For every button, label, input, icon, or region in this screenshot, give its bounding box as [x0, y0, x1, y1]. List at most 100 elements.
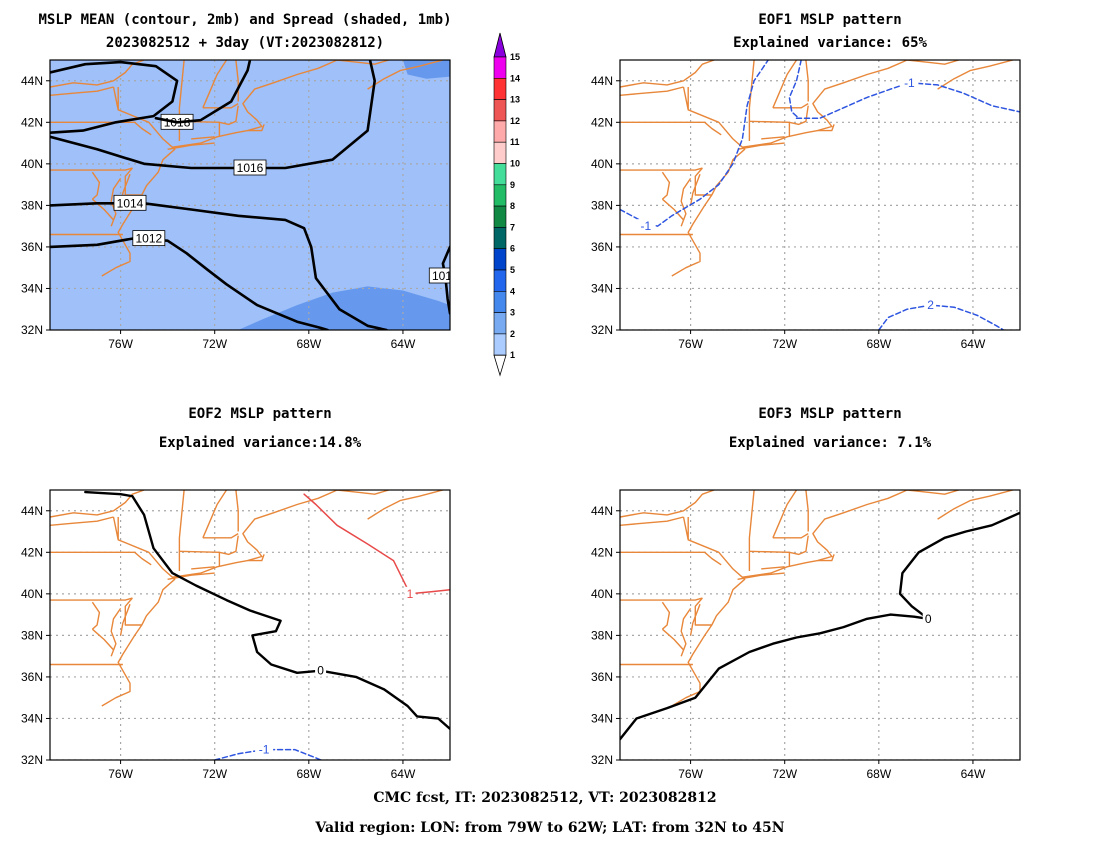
- coastline-boundary: [50, 551, 152, 566]
- lon-tick-label: 68W: [296, 337, 321, 351]
- lat-tick-label: 38N: [591, 628, 613, 642]
- lat-tick-label: 40N: [21, 157, 43, 171]
- coastline-boundary: [337, 490, 389, 495]
- coastline-boundary: [817, 554, 835, 562]
- coastline-boundary: [202, 60, 228, 109]
- contour-label-1014: 1014: [117, 196, 144, 210]
- spread-shading-1-2: [50, 60, 450, 330]
- coastline-boundary: [671, 516, 746, 707]
- coastline-boundary: [50, 86, 114, 96]
- coastline-boundary: [689, 603, 701, 636]
- eof1-map-panel: -1 -1 2 44N 42N 40N 38N 36N 34N 32N 76W 72W 68W 64W: [591, 59, 1021, 351]
- map-frame: [49, 489, 451, 761]
- lat-tick-label: 32N: [591, 323, 613, 337]
- contour-line--1: [620, 60, 769, 227]
- coastline-boundary: [167, 142, 215, 150]
- lon-tick-label: 64W: [391, 767, 416, 781]
- colorbar-swatch: [493, 99, 507, 122]
- eof3-panel-subtitle: Explained variance: 7.1%: [729, 435, 932, 451]
- contour-line-1: [303, 493, 450, 595]
- colorbar-swatch: [493, 141, 507, 164]
- coastline-boundary: [937, 60, 1014, 90]
- contour-label-1016: 1016: [237, 161, 264, 175]
- coastline-boundary: [742, 60, 908, 148]
- lon-tick-label: 72W: [202, 767, 227, 781]
- coastline-boundary: [178, 490, 185, 571]
- colorbar-label: 4: [510, 286, 515, 296]
- contour-label-2: 2: [927, 298, 934, 312]
- coastline-boundary: [749, 105, 809, 126]
- coastline-boundary: [661, 198, 685, 221]
- coastline-boundary: [937, 490, 1014, 520]
- coastline-boundary: [620, 86, 684, 96]
- contour-line-0: [620, 511, 1020, 741]
- coastline-boundary: [91, 601, 101, 630]
- lat-tick-label: 40N: [591, 157, 613, 171]
- coastline-boundary: [91, 628, 115, 651]
- colorbar-label: 1: [510, 350, 515, 360]
- lat-tick-label: 34N: [21, 281, 43, 295]
- colorbar-swatch: [493, 78, 507, 100]
- colorbar-swatch: [493, 163, 507, 186]
- lat-tick-label: 42N: [21, 115, 43, 129]
- colorbar-label: 14: [510, 73, 520, 83]
- coastline-boundary: [179, 105, 239, 126]
- lon-tick-label: 68W: [866, 337, 891, 351]
- colorbar-swatch: [493, 56, 507, 79]
- coastline-boundary: [119, 603, 131, 636]
- colorbar-swatch: [493, 227, 507, 249]
- lon-tick-label: 64W: [961, 337, 986, 351]
- contour-line-0: [84, 490, 450, 730]
- spread-colorbar: 15 14 13 12 11 10 9 8 7 6 5 4 3 2 1: [493, 32, 520, 377]
- lat-tick-label: 36N: [591, 670, 613, 684]
- eof2-panel-subtitle: Explained variance:14.8%: [159, 435, 362, 451]
- map-frame: [619, 489, 1021, 761]
- colorbar-swatch: [493, 312, 507, 335]
- mean-spread-map-panel: 1018101610141012101044N42N40N38N36N34N32…: [21, 59, 459, 351]
- coastline-boundary: [805, 60, 809, 102]
- lat-tick-label: 32N: [21, 753, 43, 767]
- colorbar-label: 9: [510, 180, 515, 190]
- coastline-boundary: [620, 490, 715, 518]
- mean-panel-title-line1: MSLP MEAN (contour, 2mb) and Spread (sha…: [38, 12, 451, 28]
- contour-label-1010: 1010: [432, 269, 459, 283]
- contour-line-2: [878, 304, 1005, 330]
- coastline-boundary: [172, 60, 338, 148]
- coastline-boundary: [761, 136, 785, 140]
- colorbar-label: 10: [510, 159, 520, 169]
- coastline-boundary: [91, 171, 101, 200]
- coastline-boundary: [907, 60, 959, 65]
- coastline-boundary: [620, 167, 703, 171]
- contour-line-1012: [50, 237, 329, 330]
- colorbar-swatch: [493, 205, 507, 228]
- coastline-boundary: [50, 490, 145, 518]
- coastline-boundary: [749, 535, 809, 556]
- colorbar-label: 8: [510, 201, 515, 211]
- coastline-boundary: [907, 490, 959, 495]
- coastline-boundary: [620, 516, 684, 526]
- coastline-boundary: [748, 490, 755, 571]
- contour-line--1: [788, 60, 802, 119]
- eof2-panel-title: EOF2 MSLP pattern: [188, 406, 331, 422]
- lat-tick-label: 42N: [591, 545, 613, 559]
- lon-tick-label: 72W: [772, 767, 797, 781]
- contour-label--1: -1: [259, 743, 270, 757]
- map-frame: [49, 59, 451, 331]
- colorbar-label: 5: [510, 265, 515, 275]
- lat-tick-label: 42N: [21, 545, 43, 559]
- eof1-panel-subtitle: Explained variance: 65%: [733, 35, 927, 51]
- coastline-boundary: [620, 597, 703, 601]
- lat-tick-label: 32N: [21, 323, 43, 337]
- lat-tick-label: 40N: [21, 587, 43, 601]
- coastline-boundary: [661, 628, 685, 651]
- colorbar-label: 13: [510, 95, 520, 105]
- contour-label-0: 0: [925, 612, 932, 626]
- lon-tick-label: 76W: [108, 337, 133, 351]
- lat-tick-label: 36N: [591, 240, 613, 254]
- contour-label-1012: 1012: [135, 232, 162, 246]
- coastline-boundary: [805, 490, 809, 532]
- coastline-boundary: [772, 532, 809, 539]
- coastline-boundary: [337, 60, 389, 65]
- eof3-panel-title: EOF3 MSLP pattern: [758, 406, 901, 422]
